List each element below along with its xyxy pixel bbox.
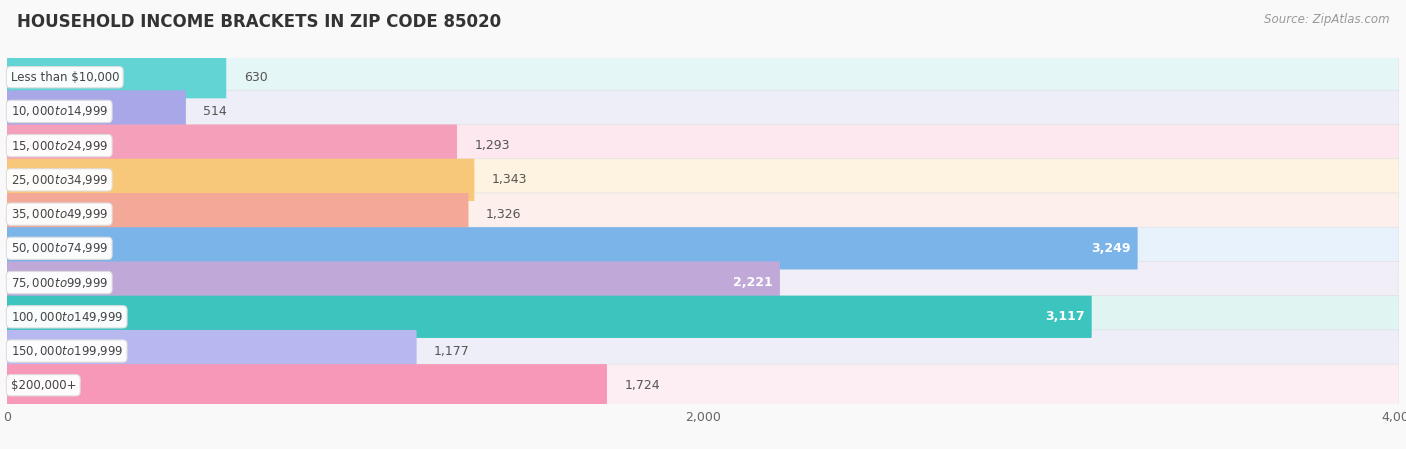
Text: 1,326: 1,326 bbox=[486, 207, 522, 220]
FancyBboxPatch shape bbox=[7, 201, 1399, 227]
Text: 1,724: 1,724 bbox=[624, 379, 659, 392]
Text: 1,343: 1,343 bbox=[492, 173, 527, 186]
Text: 1,177: 1,177 bbox=[434, 344, 470, 357]
Text: 514: 514 bbox=[204, 105, 226, 118]
FancyBboxPatch shape bbox=[7, 124, 457, 167]
Text: $200,000+: $200,000+ bbox=[10, 379, 76, 392]
FancyBboxPatch shape bbox=[7, 227, 1399, 269]
FancyBboxPatch shape bbox=[7, 98, 1399, 125]
Text: $100,000 to $149,999: $100,000 to $149,999 bbox=[10, 310, 122, 324]
Text: 2,221: 2,221 bbox=[733, 276, 773, 289]
FancyBboxPatch shape bbox=[7, 304, 1399, 330]
FancyBboxPatch shape bbox=[7, 167, 1399, 193]
Text: $75,000 to $99,999: $75,000 to $99,999 bbox=[10, 276, 108, 290]
FancyBboxPatch shape bbox=[7, 193, 1399, 235]
Text: 630: 630 bbox=[243, 70, 267, 84]
Text: $150,000 to $199,999: $150,000 to $199,999 bbox=[10, 344, 122, 358]
FancyBboxPatch shape bbox=[7, 64, 1399, 90]
FancyBboxPatch shape bbox=[7, 90, 1399, 132]
FancyBboxPatch shape bbox=[7, 227, 1137, 269]
Text: 1,293: 1,293 bbox=[474, 139, 510, 152]
FancyBboxPatch shape bbox=[7, 364, 607, 406]
FancyBboxPatch shape bbox=[7, 261, 1399, 304]
FancyBboxPatch shape bbox=[7, 330, 416, 372]
Text: $25,000 to $34,999: $25,000 to $34,999 bbox=[10, 173, 108, 187]
Text: Less than $10,000: Less than $10,000 bbox=[10, 70, 120, 84]
Text: $50,000 to $74,999: $50,000 to $74,999 bbox=[10, 242, 108, 255]
Text: $15,000 to $24,999: $15,000 to $24,999 bbox=[10, 139, 108, 153]
FancyBboxPatch shape bbox=[7, 269, 1399, 296]
FancyBboxPatch shape bbox=[7, 159, 474, 201]
FancyBboxPatch shape bbox=[7, 261, 780, 304]
FancyBboxPatch shape bbox=[7, 90, 186, 132]
FancyBboxPatch shape bbox=[7, 330, 1399, 372]
FancyBboxPatch shape bbox=[7, 132, 1399, 159]
Text: HOUSEHOLD INCOME BRACKETS IN ZIP CODE 85020: HOUSEHOLD INCOME BRACKETS IN ZIP CODE 85… bbox=[17, 13, 501, 31]
FancyBboxPatch shape bbox=[7, 235, 1399, 261]
FancyBboxPatch shape bbox=[7, 159, 1399, 201]
Text: $10,000 to $14,999: $10,000 to $14,999 bbox=[10, 105, 108, 119]
Text: $35,000 to $49,999: $35,000 to $49,999 bbox=[10, 207, 108, 221]
FancyBboxPatch shape bbox=[7, 364, 1399, 406]
FancyBboxPatch shape bbox=[7, 193, 468, 235]
Text: 3,249: 3,249 bbox=[1091, 242, 1130, 255]
FancyBboxPatch shape bbox=[7, 372, 1399, 398]
FancyBboxPatch shape bbox=[7, 296, 1399, 338]
Text: Source: ZipAtlas.com: Source: ZipAtlas.com bbox=[1264, 13, 1389, 26]
FancyBboxPatch shape bbox=[7, 338, 1399, 364]
Text: 3,117: 3,117 bbox=[1045, 310, 1085, 323]
FancyBboxPatch shape bbox=[7, 296, 1091, 338]
FancyBboxPatch shape bbox=[7, 56, 1399, 98]
FancyBboxPatch shape bbox=[7, 124, 1399, 167]
FancyBboxPatch shape bbox=[7, 56, 226, 98]
